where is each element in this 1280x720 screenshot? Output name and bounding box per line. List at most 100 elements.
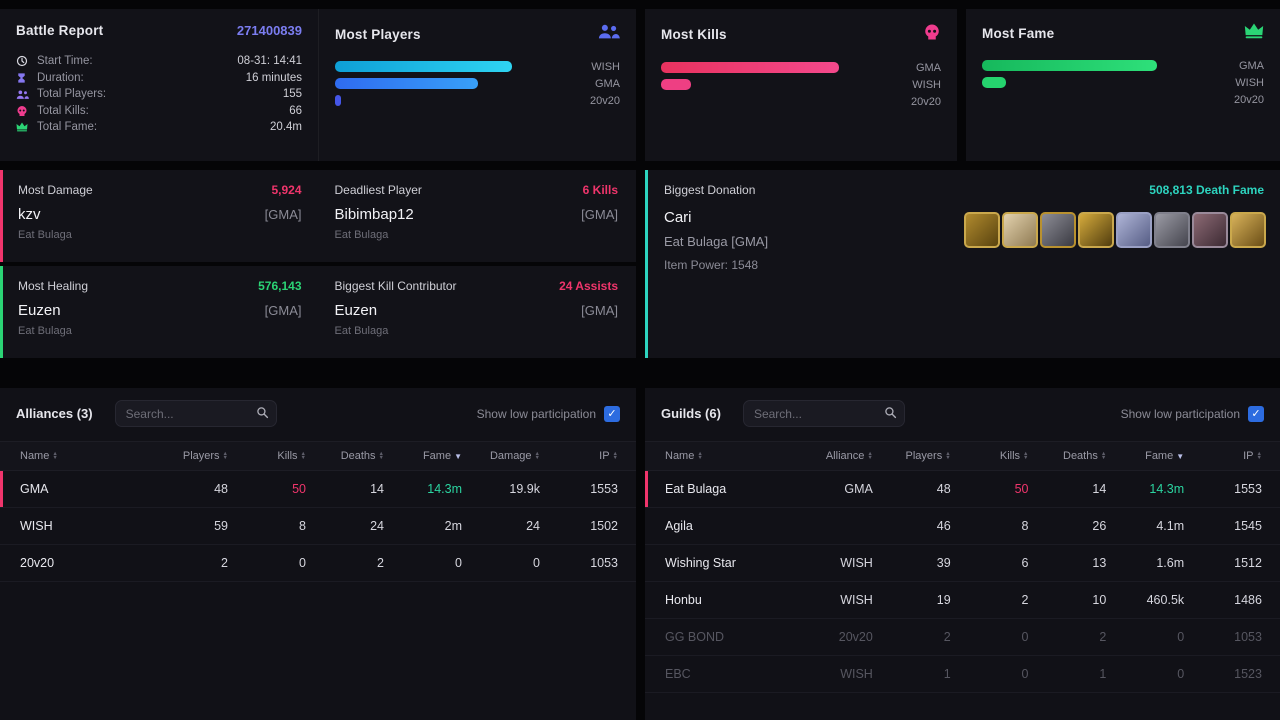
column-header-fame[interactable]: Fame: [384, 450, 462, 462]
column-header-deaths[interactable]: Deaths: [306, 450, 384, 462]
sort-icon: [697, 452, 702, 461]
bar-row: GMA: [661, 62, 941, 74]
item-icon[interactable]: [1116, 212, 1152, 248]
show-low-participation-checkbox[interactable]: [1248, 405, 1264, 422]
alliances-search-box: [114, 400, 277, 427]
bar-label: 20v20: [911, 95, 941, 108]
deadliest-player-value: 6 Kills: [582, 183, 618, 197]
column-header-players[interactable]: Players: [150, 450, 228, 462]
search-icon: [884, 406, 897, 424]
battle-report-card: Battle Report 271400839 Start Time: 08-3…: [0, 9, 318, 161]
item-icon[interactable]: [964, 212, 1000, 248]
column-header-kills[interactable]: Kills: [228, 450, 306, 462]
table-row[interactable]: Wishing Star WISH 39 6 13 1.6m 1512: [645, 545, 1280, 582]
table-row[interactable]: 20v20 2 0 2 0 0 1053: [0, 545, 636, 582]
stat-bar: [982, 77, 1006, 88]
alliances-panel: Alliances (3) Show low participation Nam…: [0, 388, 636, 720]
item-icon[interactable]: [1078, 212, 1114, 248]
death-fame-value: 508,813 Death Fame: [1149, 183, 1264, 197]
kill-contributor-block: Biggest Kill Contributor 24 Assists Euze…: [320, 266, 637, 358]
table-row[interactable]: GG BOND 20v20 2 0 2 0 1053: [645, 619, 1280, 656]
player-name[interactable]: Cari: [664, 209, 692, 226]
guilds-search-box: [742, 400, 905, 427]
guild-name: Eat Bulaga: [334, 229, 389, 241]
stat-label: Duration:: [37, 71, 84, 84]
players-group-icon: [598, 23, 620, 45]
most-damage-block: Most Damage 5,924 kzv [GMA] Eat Bulaga: [3, 170, 320, 262]
column-header-name[interactable]: Name: [0, 450, 150, 462]
sort-icon: [613, 452, 618, 461]
bar-label: GMA: [1238, 59, 1264, 72]
equipment-items: [964, 212, 1266, 248]
search-input[interactable]: [114, 400, 277, 427]
stat-label: Total Kills:: [37, 104, 89, 117]
stat-label: Total Fame:: [37, 121, 98, 134]
bar-row: GMA: [982, 59, 1264, 72]
stat-bar: [335, 78, 479, 89]
item-icon[interactable]: [1192, 212, 1228, 248]
column-header-deaths[interactable]: Deaths: [1028, 450, 1106, 462]
bar-row: 20v20: [982, 93, 1264, 106]
alliance-tag: [GMA]: [264, 207, 302, 222]
column-header-fame[interactable]: Fame: [1106, 450, 1184, 462]
item-icon[interactable]: [1040, 212, 1076, 248]
column-header-name[interactable]: Name: [645, 450, 795, 462]
skull-icon: [923, 23, 941, 46]
column-header-damage[interactable]: Damage: [462, 450, 540, 462]
player-name[interactable]: Bibimbap12: [334, 206, 414, 223]
most-players-title: Most Players: [335, 26, 421, 42]
table-row[interactable]: Eat Bulaga GMA 48 50 14 14.3m 1553: [645, 471, 1280, 508]
stat-row-duration: Duration: 16 minutes: [16, 70, 302, 87]
table-row[interactable]: WISH 59 8 24 2m 24 1502: [0, 508, 636, 545]
sort-icon: [1257, 452, 1262, 461]
guild-name: Eat Bulaga [GMA]: [664, 234, 769, 249]
column-header-ip[interactable]: IP: [1184, 450, 1280, 462]
stat-label: Start Time:: [37, 55, 93, 68]
table-row[interactable]: Honbu WISH 19 2 10 460.5k 1486: [645, 582, 1280, 619]
search-input[interactable]: [742, 400, 905, 427]
stat-bar: [335, 95, 341, 106]
item-icon[interactable]: [1002, 212, 1038, 248]
table-row[interactable]: EBC WISH 1 0 1 0 1523: [645, 656, 1280, 693]
bar-label: WISH: [591, 60, 620, 73]
battle-report-header: Battle Report 271400839: [16, 23, 302, 38]
item-icon[interactable]: [1154, 212, 1190, 248]
column-header-alliance[interactable]: Alliance: [795, 450, 873, 462]
most-damage-label: Most Damage: [18, 183, 93, 197]
tables-row: Alliances (3) Show low participation Nam…: [0, 388, 1280, 720]
player-name[interactable]: Euzen: [334, 302, 378, 319]
most-healing-block: Most Healing 576,143 Euzen [GMA] Eat Bul…: [3, 266, 320, 358]
alliance-tag: [GMA]: [581, 303, 618, 318]
search-icon: [256, 406, 269, 424]
stat-bar: [661, 62, 839, 73]
bar-label: WISH: [912, 78, 941, 91]
crown-icon: [1244, 23, 1264, 44]
most-healing-value: 576,143: [258, 279, 302, 293]
sort-icon: [52, 452, 57, 461]
battle-report-title: Battle Report: [16, 23, 104, 38]
bar-label: WISH: [1235, 76, 1264, 89]
show-low-participation-label: Show low participation: [1120, 406, 1240, 421]
most-fame-card: Most Fame GMA WISH 20v20: [966, 9, 1280, 161]
player-name[interactable]: kzv: [18, 206, 41, 223]
stat-row-start-time: Start Time: 08-31: 14:41: [16, 53, 302, 70]
column-header-players[interactable]: Players: [873, 450, 951, 462]
most-fame-title: Most Fame: [982, 26, 1055, 41]
stat-bar: [982, 60, 1157, 71]
table-row[interactable]: Agila 46 8 26 4.1m 1545: [645, 508, 1280, 545]
bar-row: WISH: [335, 60, 620, 73]
player-name[interactable]: Euzen: [18, 302, 61, 319]
bar-row: WISH: [661, 78, 941, 91]
bar-label: 20v20: [1234, 93, 1264, 106]
stat-row-total-players: Total Players: 155: [16, 86, 302, 103]
stat-value: 20.4m: [270, 121, 302, 134]
sort-desc-icon: [1176, 452, 1184, 461]
table-row[interactable]: GMA 48 50 14 14.3m 19.9k 1553: [0, 471, 636, 508]
show-low-participation-checkbox[interactable]: [604, 405, 620, 422]
show-low-participation-label: Show low participation: [476, 406, 596, 421]
battle-stats-list: Start Time: 08-31: 14:41 Duration: 16 mi…: [16, 53, 302, 136]
item-icon[interactable]: [1230, 212, 1266, 248]
column-header-kills[interactable]: Kills: [951, 450, 1029, 462]
column-header-ip[interactable]: IP: [540, 450, 636, 462]
kill-contributor-value: 24 Assists: [559, 279, 618, 293]
